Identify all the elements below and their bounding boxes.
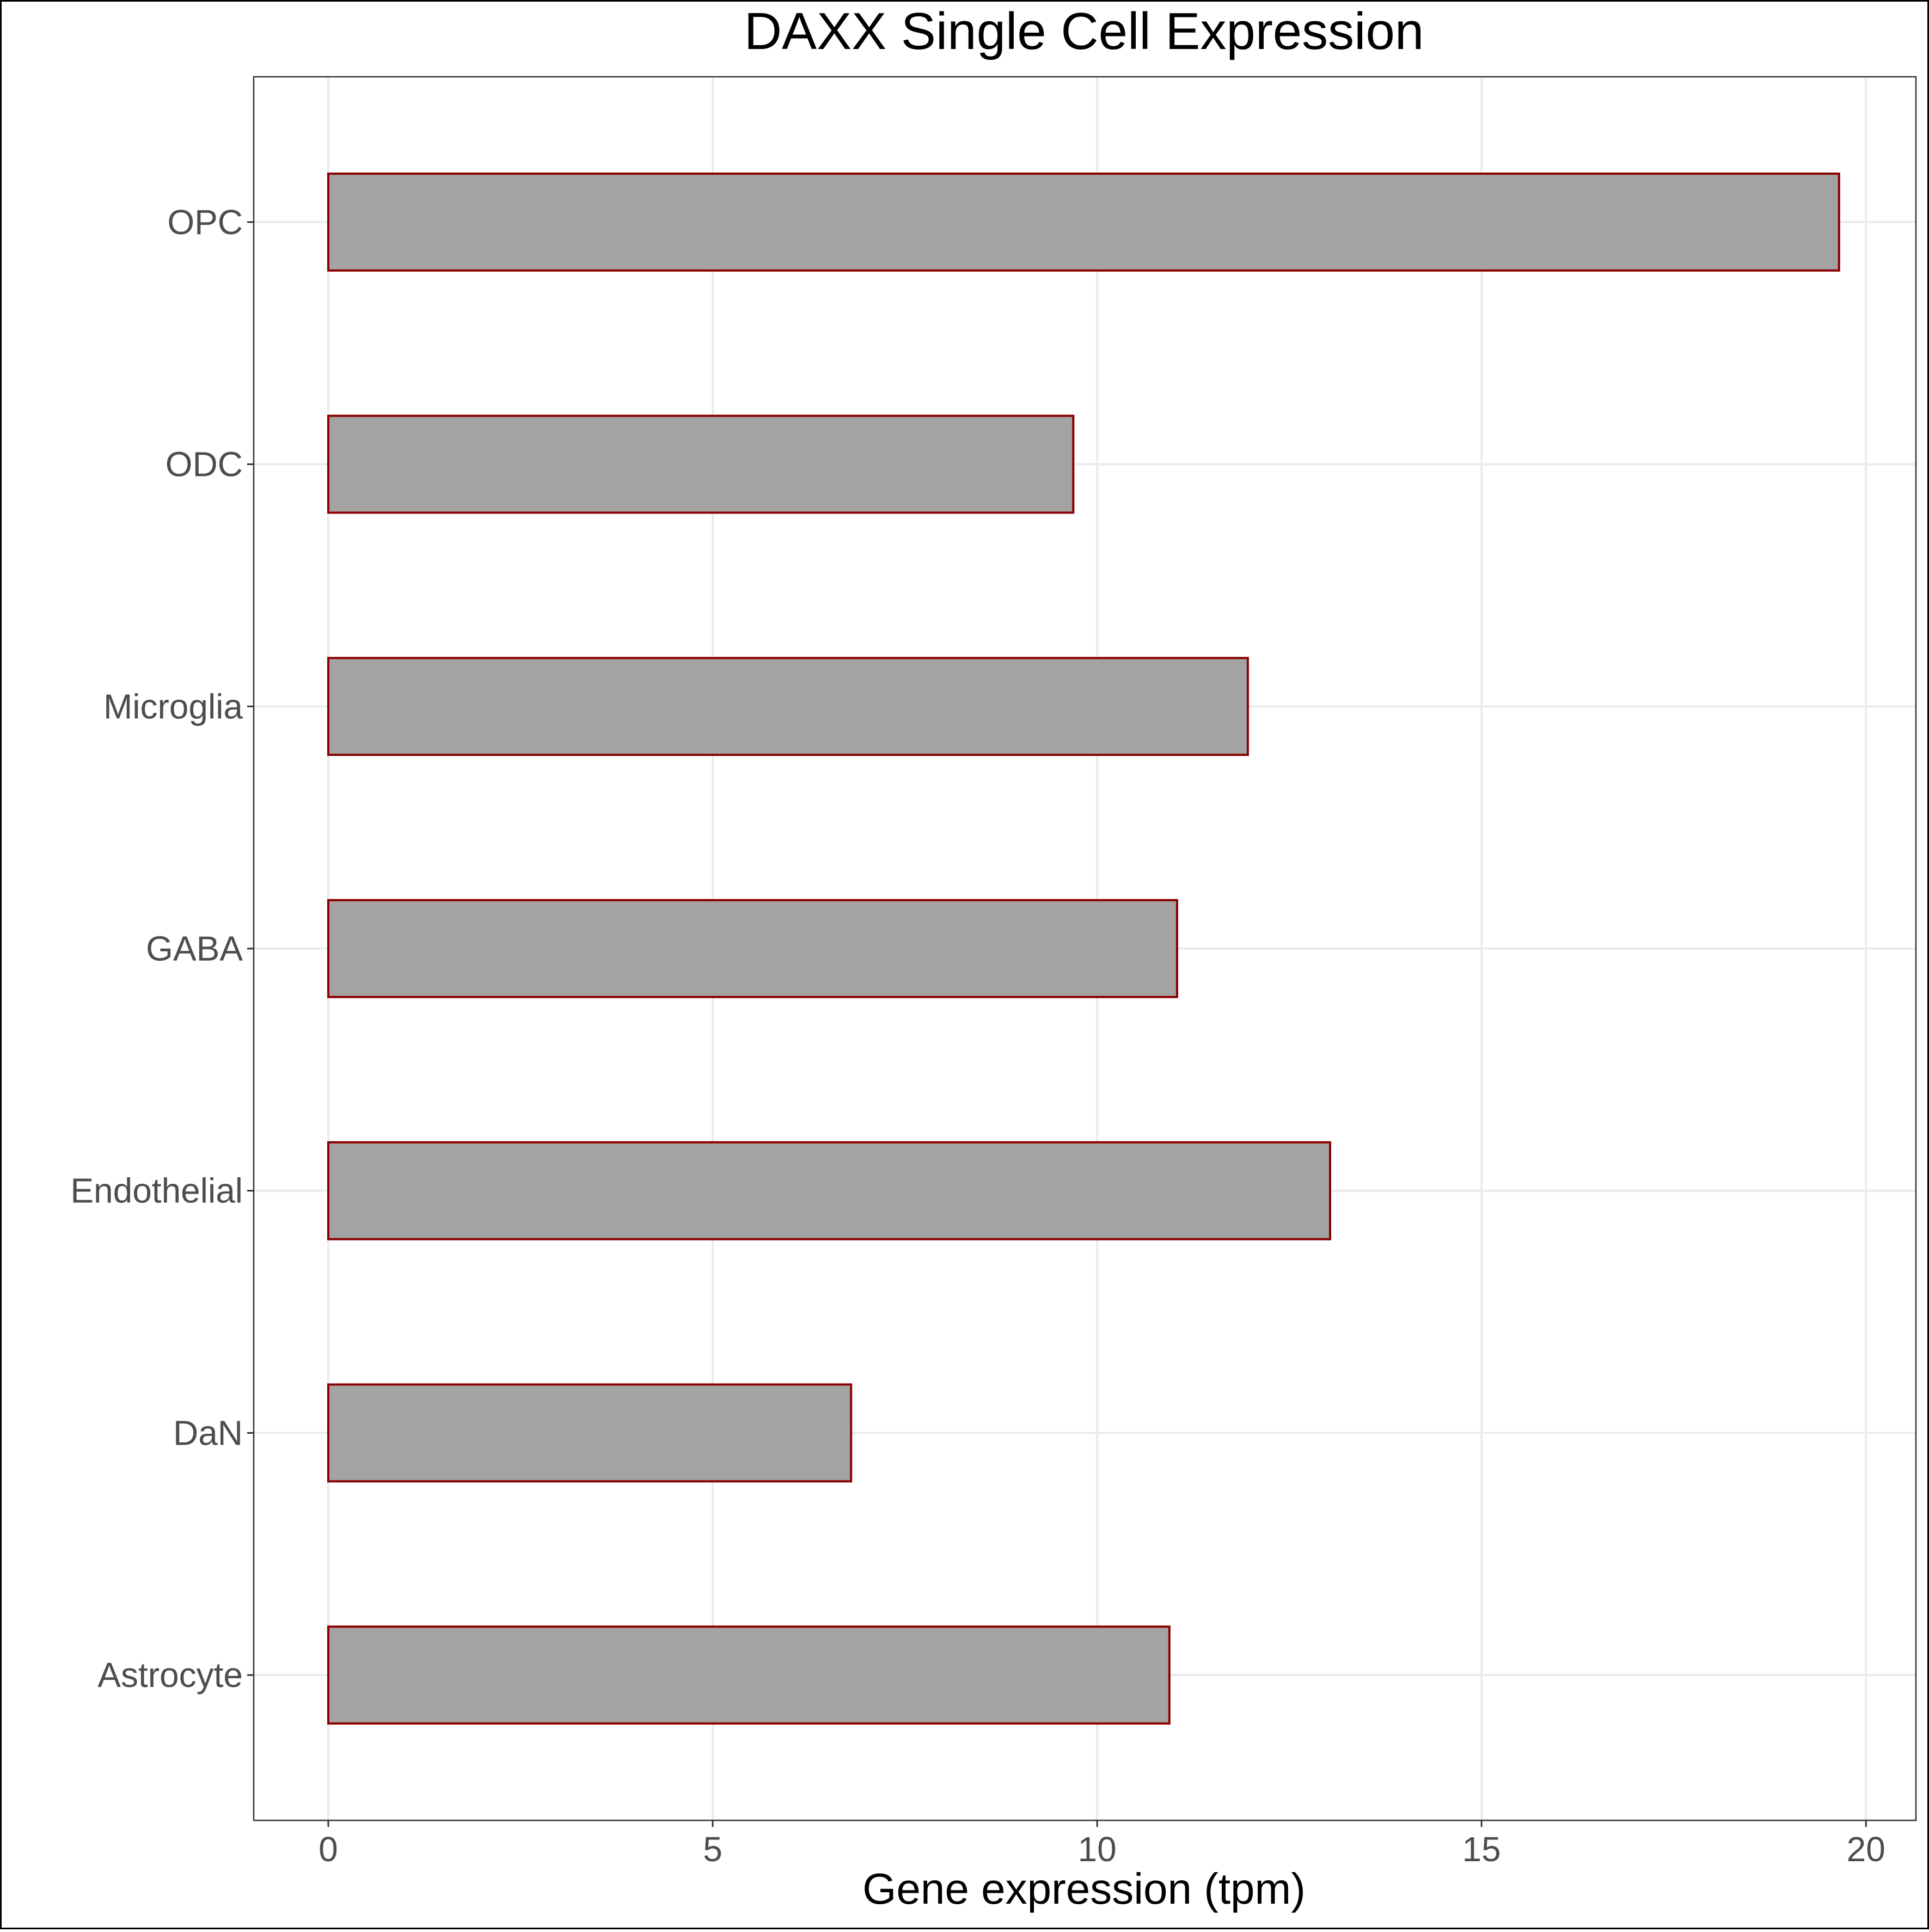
y-tick-label: OPC [167,203,243,242]
bar-microglia [327,657,1249,756]
bars [327,172,1840,1725]
x-tick-label: 10 [1078,1830,1117,1869]
x-tick-label: 20 [1847,1830,1885,1869]
y-tick-label: GABA [146,929,243,968]
x-tick-label: 15 [1462,1830,1501,1869]
chart-title: DAXX Single Cell Expression [744,2,1424,60]
bar-odc [327,414,1075,514]
y-tick-label: Endothelial [70,1171,243,1210]
x-tick-label: 0 [319,1830,338,1869]
x-tick-label: 5 [703,1830,722,1869]
bar-dan [327,1383,853,1483]
y-tick-label: DaN [173,1413,243,1452]
x-axis-label: Gene expression (tpm) [862,1864,1306,1913]
bar-gaba [327,899,1178,998]
bar-opc [327,172,1840,272]
x-axis-ticks: 0 5 10 15 20 [319,1820,1885,1869]
y-tick-label: Astrocyte [97,1655,243,1695]
y-tick-label: Microglia [103,687,243,726]
bar-astrocyte [327,1625,1171,1725]
bar-endothelial [327,1141,1331,1240]
y-tick-label: ODC [166,445,243,484]
y-axis-ticks: OPC ODC Microglia GABA Endothelial DaN Astrocy… [70,203,254,1695]
